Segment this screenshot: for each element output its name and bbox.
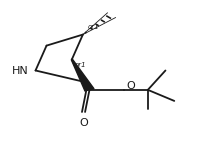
Text: or1: or1	[87, 24, 99, 30]
Text: HN: HN	[12, 66, 29, 75]
Text: O: O	[79, 118, 88, 128]
Polygon shape	[71, 59, 94, 91]
Text: O: O	[126, 81, 135, 91]
Text: or1: or1	[75, 61, 87, 68]
